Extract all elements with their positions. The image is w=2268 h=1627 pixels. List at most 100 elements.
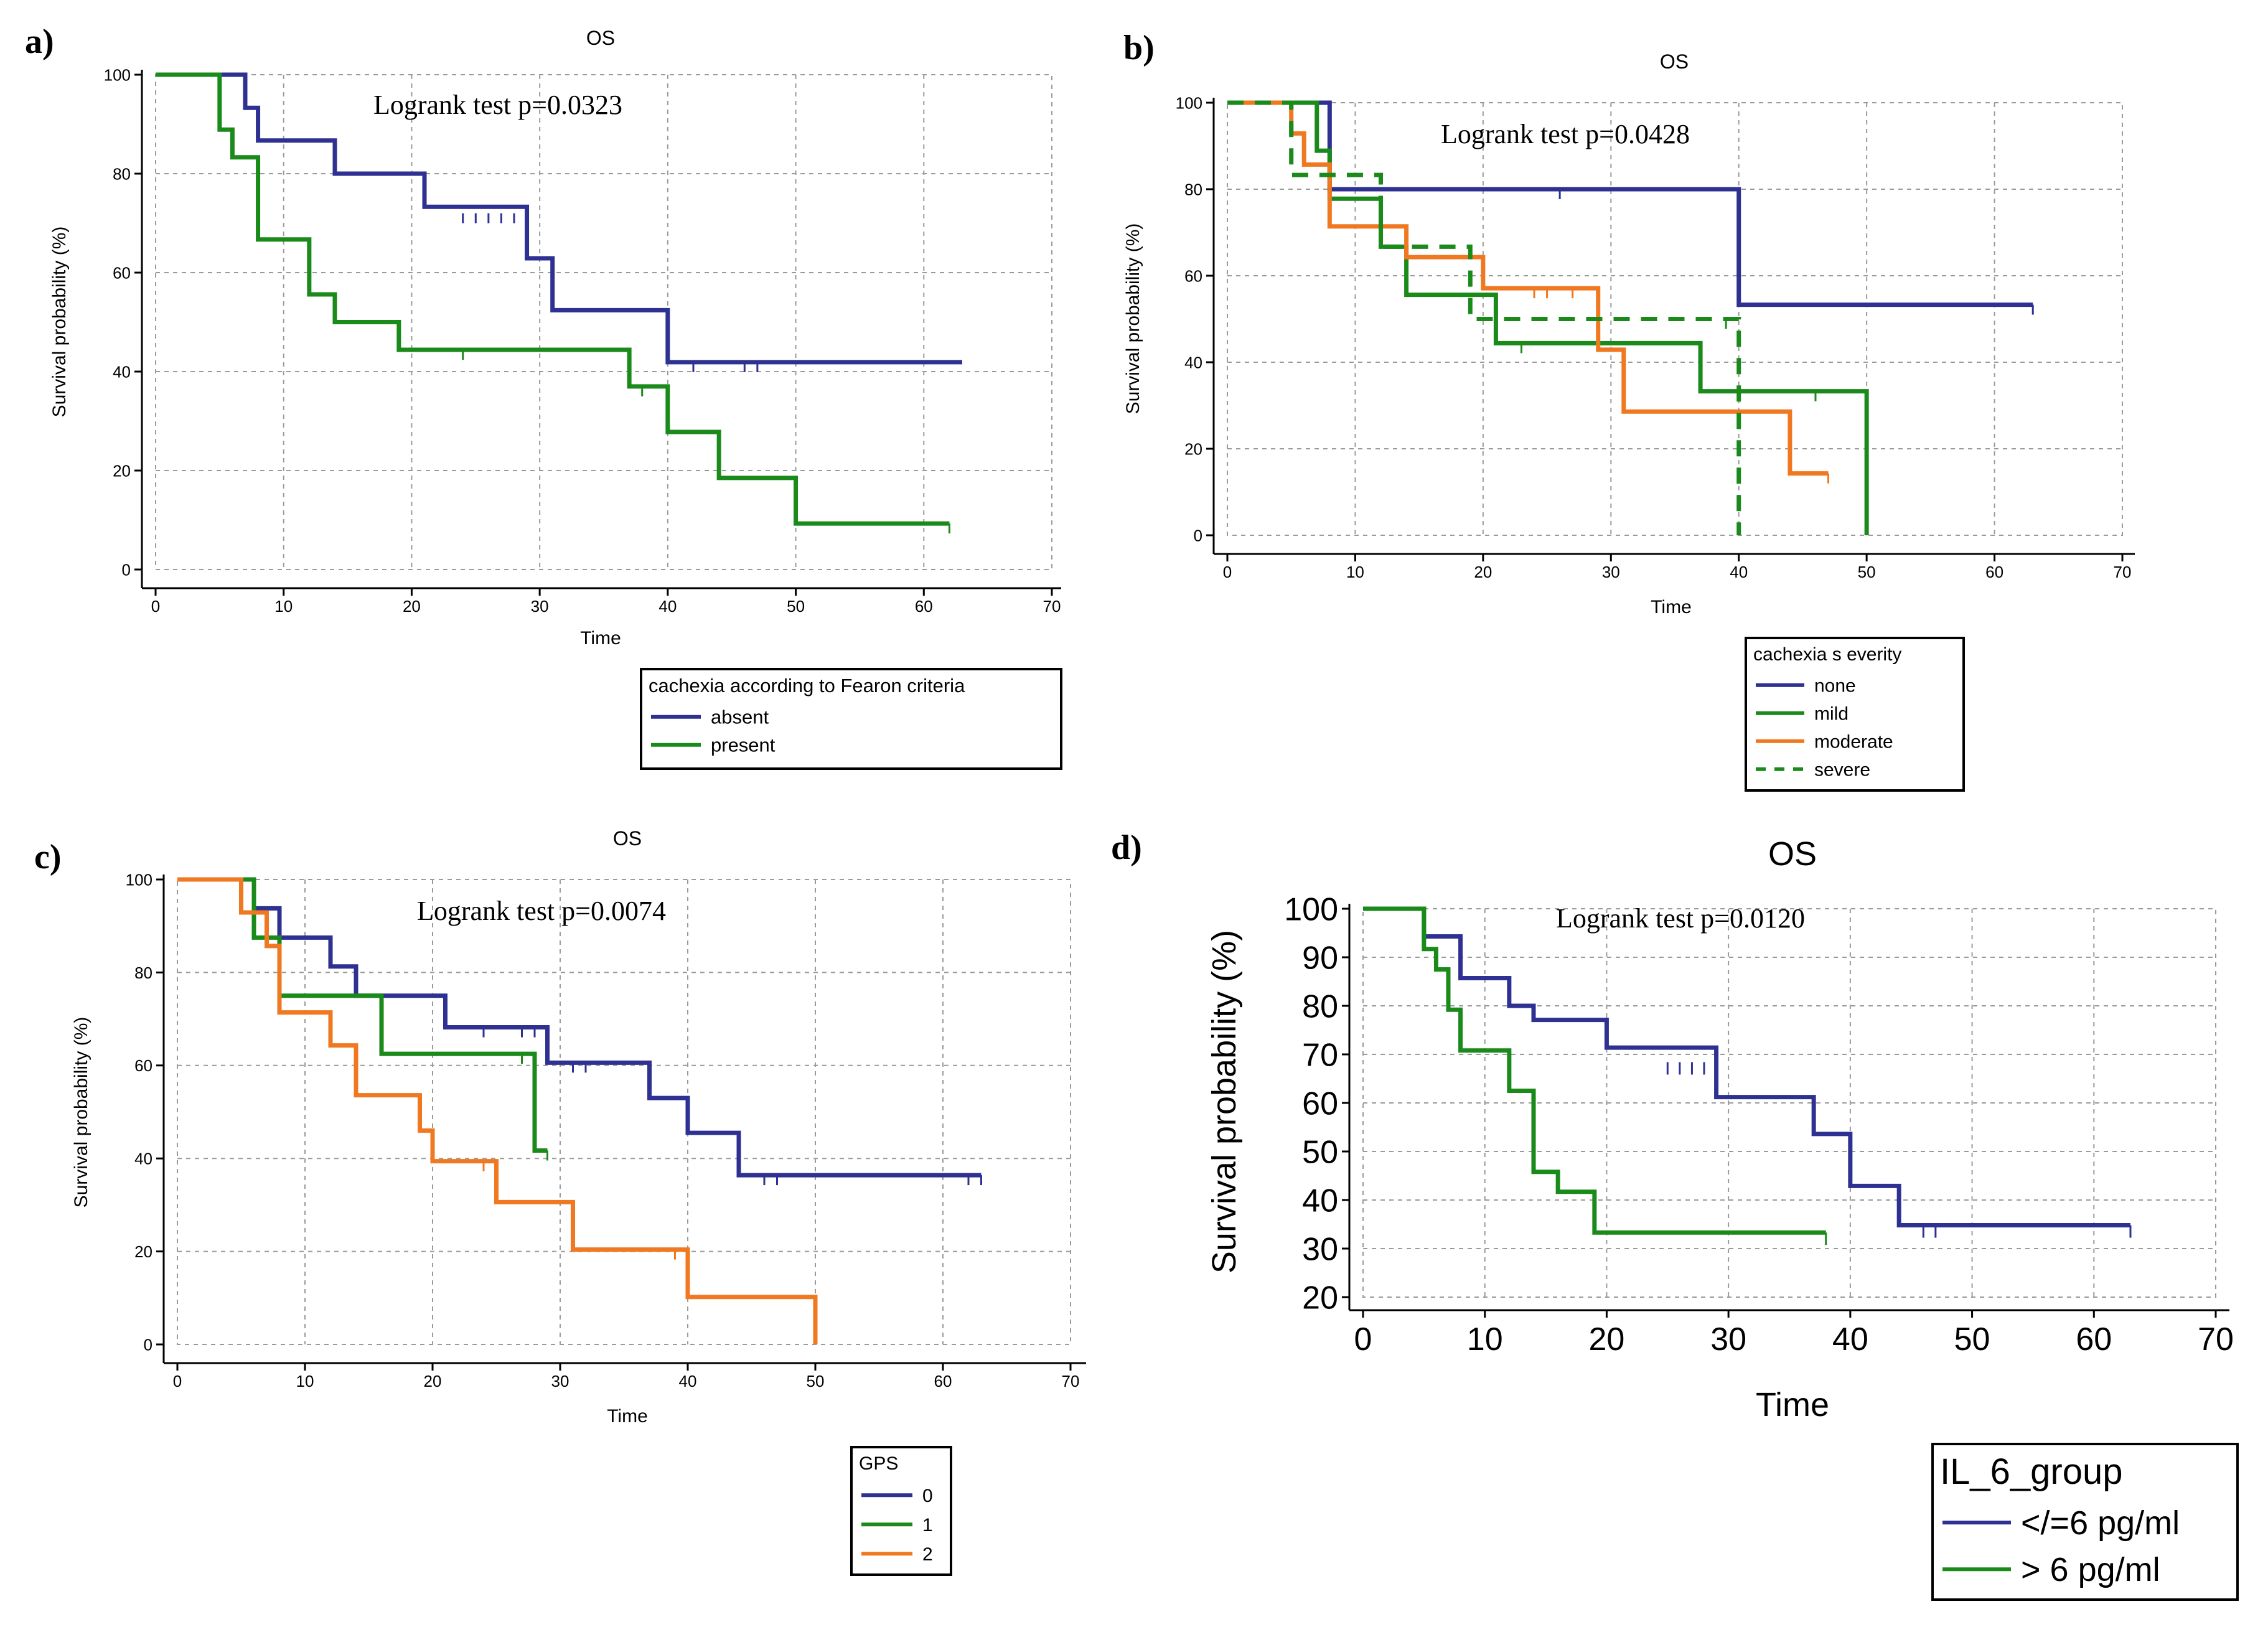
x-tick-label: 30 xyxy=(531,597,549,616)
series-3 xyxy=(177,877,818,1344)
x-tick-label: 10 xyxy=(1467,1321,1503,1357)
survival-curve xyxy=(177,877,982,1178)
x-tick-label: 50 xyxy=(807,1372,825,1390)
y-tick-label: 60 xyxy=(134,1056,152,1075)
x-tick-label: 70 xyxy=(2114,563,2132,581)
legend-entry-label: > 6 pg/ml xyxy=(2021,1551,2160,1588)
chart-title: OS xyxy=(1660,50,1689,73)
survival-curve xyxy=(156,72,950,526)
panel-letter: c) xyxy=(34,838,62,876)
y-tick-label: 20 xyxy=(113,461,131,480)
legend-box xyxy=(640,668,1062,770)
grid-border xyxy=(1227,102,2123,536)
y-tick-label: 50 xyxy=(1302,1135,1338,1171)
series-1 xyxy=(1363,906,2132,1238)
legend-entry-label: none xyxy=(1814,675,1856,696)
x-tick-label: 60 xyxy=(1985,563,2003,581)
y-tick-label: 0 xyxy=(1194,526,1202,545)
grid xyxy=(1362,908,2216,1298)
chart-title: OS xyxy=(613,827,642,850)
x-tick-label: 0 xyxy=(173,1372,182,1390)
survival-curve xyxy=(1227,100,1829,476)
x-tick-label: 20 xyxy=(424,1372,442,1390)
legend: cachexia s everity none mild moderate severe xyxy=(1745,637,1965,792)
x-tick-label: 40 xyxy=(1730,563,1748,581)
x-tick-label: 40 xyxy=(679,1372,697,1390)
legend-entry-label: present xyxy=(711,734,776,756)
y-tick-label: 70 xyxy=(1302,1038,1338,1074)
x-tick-label: 20 xyxy=(1589,1321,1625,1357)
grid xyxy=(155,74,1052,570)
panel-letter: a) xyxy=(25,22,54,61)
legend-entry-label: absent xyxy=(711,706,769,728)
survival-curve xyxy=(177,877,818,1344)
chart-title: OS xyxy=(586,27,615,49)
legend-entry-label: 1 xyxy=(922,1515,933,1536)
x-tick-label: 70 xyxy=(2198,1321,2234,1357)
y-tick-label: 0 xyxy=(122,560,131,579)
y-tick-label: 20 xyxy=(1184,439,1202,458)
x-axis-label: Time xyxy=(607,1406,648,1427)
y-tick-label: 100 xyxy=(1176,93,1202,112)
series-1 xyxy=(156,72,962,372)
x-tick-label: 30 xyxy=(551,1372,569,1390)
y-tick-label: 100 xyxy=(1284,892,1338,928)
legend-title: cachexia according to Fearon criteria xyxy=(649,675,965,696)
series-2 xyxy=(156,72,950,534)
x-tick-label: 70 xyxy=(1043,597,1061,616)
y-axis-label: Survival probability (%) xyxy=(1206,930,1243,1273)
survival-curve xyxy=(177,877,548,1153)
series-1 xyxy=(177,877,982,1186)
y-tick-label: 60 xyxy=(1184,266,1202,285)
y-tick-label: 0 xyxy=(144,1335,152,1354)
x-tick-label: 50 xyxy=(787,597,805,616)
y-tick-label: 80 xyxy=(134,964,152,982)
legend-entry-label: moderate xyxy=(1814,731,1893,752)
y-tick-label: 20 xyxy=(1302,1280,1338,1316)
x-tick-label: 30 xyxy=(1602,563,1620,581)
x-axis-label: Time xyxy=(1651,597,1692,617)
x-tick-label: 40 xyxy=(658,597,677,616)
legend-title: IL_6_group xyxy=(1940,1451,2122,1492)
y-tick-label: 60 xyxy=(113,263,131,282)
grid-border xyxy=(177,879,1071,1345)
logrank-annotation: Logrank test p=0.0120 xyxy=(1556,903,1805,934)
x-tick-label: 60 xyxy=(934,1372,952,1390)
legend-entry-label: 0 xyxy=(922,1486,933,1506)
survival-curve xyxy=(1227,100,1741,535)
grid-border xyxy=(155,74,1052,570)
series-2 xyxy=(1363,906,1827,1245)
panel-d: 0 10 20 30 40 50 60 70 20 30 40 50 60 70 80 90 100 d) OS Lo… xyxy=(1111,828,2239,1601)
x-tick-label: 10 xyxy=(274,597,293,616)
panel-a: 0 10 20 30 40 50 60 70 0 20 40 60 80 100 a) OS Logrank t… xyxy=(25,22,1062,770)
logrank-annotation: Logrank test p=0.0323 xyxy=(373,90,622,120)
y-tick-label: 100 xyxy=(126,870,152,889)
panel-letter: b) xyxy=(1123,29,1155,67)
y-tick-label: 40 xyxy=(113,362,131,381)
legend-entry-label: mild xyxy=(1814,703,1849,724)
chart-title: OS xyxy=(1768,835,1817,873)
legend-box xyxy=(1745,637,1965,792)
survival-curve xyxy=(156,72,962,365)
survival-curve xyxy=(1363,906,1826,1235)
y-tick-label: 40 xyxy=(1302,1183,1338,1219)
y-tick-label: 60 xyxy=(1302,1086,1338,1122)
y-axis-label: Survival probability (%) xyxy=(49,227,70,418)
y-tick-label: 20 xyxy=(134,1242,152,1261)
x-tick-label: 20 xyxy=(403,597,421,616)
x-tick-label: 60 xyxy=(2076,1321,2112,1357)
x-tick-label: 10 xyxy=(1346,563,1364,581)
x-tick-label: 40 xyxy=(1832,1321,1868,1357)
series-2 xyxy=(177,877,548,1161)
y-tick-label: 80 xyxy=(113,164,131,183)
legend-title: GPS xyxy=(859,1453,898,1474)
grid xyxy=(177,879,1071,1345)
legend: cachexia according to Fearon criteria abs… xyxy=(640,668,1062,770)
y-tick-label: 30 xyxy=(1302,1232,1338,1268)
x-tick-label: 0 xyxy=(151,597,160,616)
legend-entry-label: 2 xyxy=(922,1544,933,1565)
x-tick-label: 50 xyxy=(1954,1321,1990,1357)
y-tick-label: 40 xyxy=(1184,353,1202,372)
